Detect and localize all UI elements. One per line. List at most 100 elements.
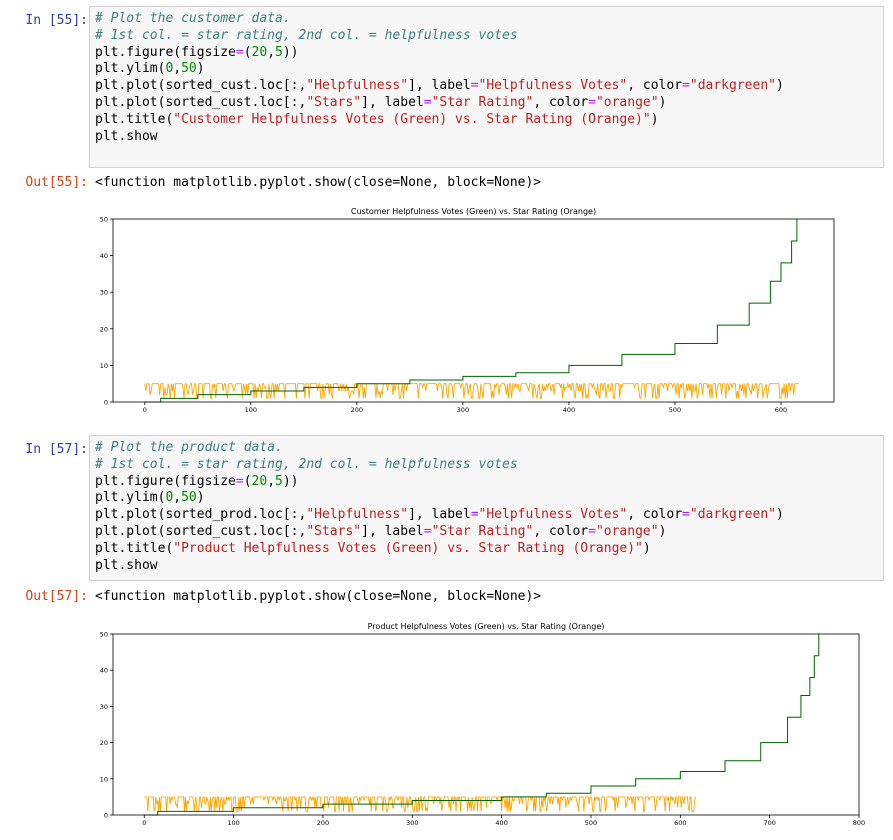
plot-area-frame: [112, 633, 860, 816]
code-token: "Product Helpfulness Votes (Green) vs. S…: [173, 540, 643, 556]
cell-1-out-prompt: Out[55]:: [25, 175, 88, 190]
star-rating-line: [144, 796, 696, 812]
y-tick-label: 30: [100, 289, 108, 297]
code-token: =: [470, 507, 479, 523]
y-tick-label: 10: [100, 775, 108, 783]
chart-title: Product Helpfulness Votes (Green) vs. St…: [368, 622, 605, 631]
y-tick-label: 10: [100, 362, 108, 370]
code-token: , color: [533, 94, 589, 110]
code-token: "orange": [595, 523, 659, 539]
code-line: # 1st col. = star rating, 2nd col. = hel…: [95, 457, 878, 474]
code-token: # 1st col. = star rating, 2nd col. = hel…: [95, 27, 518, 43]
code-token: 0: [165, 490, 174, 506]
code-token: "orange": [595, 94, 659, 110]
cell-1-code-editor[interactable]: # Plot the customer data. # 1st col. = st…: [89, 6, 884, 168]
y-tick-label: 20: [100, 325, 108, 333]
code-token: , color: [627, 507, 683, 523]
x-tick-label: 0: [142, 819, 146, 827]
code-token: plt.plot(sorted_cust.loc[:,: [95, 94, 307, 110]
customer-chart: Customer Helpfulness Votes (Green) vs. S…: [100, 207, 835, 414]
code-token: "Star Rating": [431, 523, 534, 539]
code-token: ], label: [361, 523, 424, 539]
code-token: =: [588, 523, 596, 539]
code-token: plt.figure(figsize: [95, 44, 236, 60]
cell-2-code-editor[interactable]: # Plot the product data. # 1st col. = sta…: [89, 435, 884, 581]
y-tick-label: 0: [104, 812, 108, 820]
code-token: ): [775, 78, 784, 94]
cell-1-output-text: <function matplotlib.pyplot.show(close=N…: [95, 175, 542, 190]
code-token: ], label: [408, 507, 471, 523]
code-token: ], label: [408, 78, 471, 94]
code-token: =: [235, 44, 244, 60]
y-tick-label: 50: [100, 631, 108, 639]
code-token: (: [243, 473, 252, 489]
code-token: ], label: [361, 94, 424, 110]
code-token: "Star Rating": [431, 94, 534, 110]
y-tick-label: 20: [100, 739, 108, 747]
code-line: plt.show: [95, 558, 878, 575]
code-token: "Helpfulness": [306, 78, 409, 94]
code-token: 20: [251, 44, 268, 60]
x-tick-label: 600: [674, 819, 686, 827]
code-token: plt.ylim(: [95, 61, 166, 77]
code-line: # 1st col. = star rating, 2nd col. = hel…: [95, 28, 878, 45]
code-token: )): [282, 44, 299, 60]
code-token: =: [588, 94, 596, 110]
code-token: (: [243, 44, 252, 60]
code-token: plt.title(: [95, 540, 174, 556]
cell-2-in-prompt: In [57]:: [25, 442, 88, 457]
code-token: =: [682, 507, 690, 523]
code-token: 50: [181, 61, 197, 77]
x-tick-label: 200: [317, 819, 329, 827]
code-token: ,: [173, 490, 182, 506]
code-token: ): [658, 523, 667, 539]
code-line: # Plot the product data.: [95, 440, 878, 457]
y-tick-label: 40: [100, 252, 108, 260]
code-token: plt.title(: [95, 111, 174, 127]
code-line: plt.ylim(0,50): [95, 490, 878, 507]
x-tick-label: 400: [495, 819, 507, 827]
code-token: "Stars": [306, 523, 362, 539]
y-tick-label: 40: [100, 667, 108, 675]
code-token: "darkgreen": [689, 78, 776, 94]
code-token: =: [682, 78, 690, 94]
chart-title: Customer Helpfulness Votes (Green) vs. S…: [351, 207, 596, 216]
code-token: 5: [275, 44, 283, 60]
product-chart: Product Helpfulness Votes (Green) vs. St…: [100, 622, 865, 827]
code-token: =: [423, 94, 432, 110]
code-token: =: [470, 78, 479, 94]
code-token: 0: [165, 61, 174, 77]
code-token: # Plot the customer data.: [95, 11, 291, 26]
code-token: "darkgreen": [689, 507, 776, 523]
y-tick-label: 0: [104, 399, 108, 407]
code-token: ,: [267, 473, 276, 489]
code-token: ): [642, 540, 651, 556]
code-token: "Helpfulness Votes": [478, 507, 628, 523]
code-line: plt.plot(sorted_cust.loc[:,"Stars"], lab…: [95, 95, 878, 112]
code-line: # Plot the customer data.: [95, 11, 878, 28]
code-token: =: [423, 523, 432, 539]
helpfulness-votes-line: [144, 634, 820, 816]
code-token: ): [775, 507, 784, 523]
code-token: ): [196, 61, 205, 77]
code-token: "Customer Helpfulness Votes (Green) vs. …: [173, 111, 651, 127]
code-token: "Stars": [306, 94, 362, 110]
x-tick-label: 400: [563, 406, 575, 414]
code-token: ): [196, 490, 205, 506]
code-token: plt.plot(sorted_cust.loc[:,: [95, 78, 307, 94]
code-token: # Plot the product data.: [95, 440, 283, 455]
code-line: plt.show: [95, 129, 878, 146]
code-token: , color: [533, 523, 589, 539]
x-tick-label: 300: [457, 406, 469, 414]
code-token: 50: [181, 490, 197, 506]
code-token: plt.ylim(: [95, 490, 166, 506]
code-token: ): [650, 111, 659, 127]
code-token: plt.show: [95, 557, 158, 573]
code-token: 20: [251, 473, 268, 489]
code-line: plt.plot(sorted_prod.loc[:,"Helpfulness"…: [95, 507, 878, 524]
star-rating-line: [144, 382, 800, 399]
code-line: plt.plot(sorted_cust.loc[:,"Stars"], lab…: [95, 524, 878, 541]
code-token: , color: [627, 78, 683, 94]
code-token: ,: [173, 61, 182, 77]
code-line: plt.title("Customer Helpfulness Votes (G…: [95, 112, 878, 129]
